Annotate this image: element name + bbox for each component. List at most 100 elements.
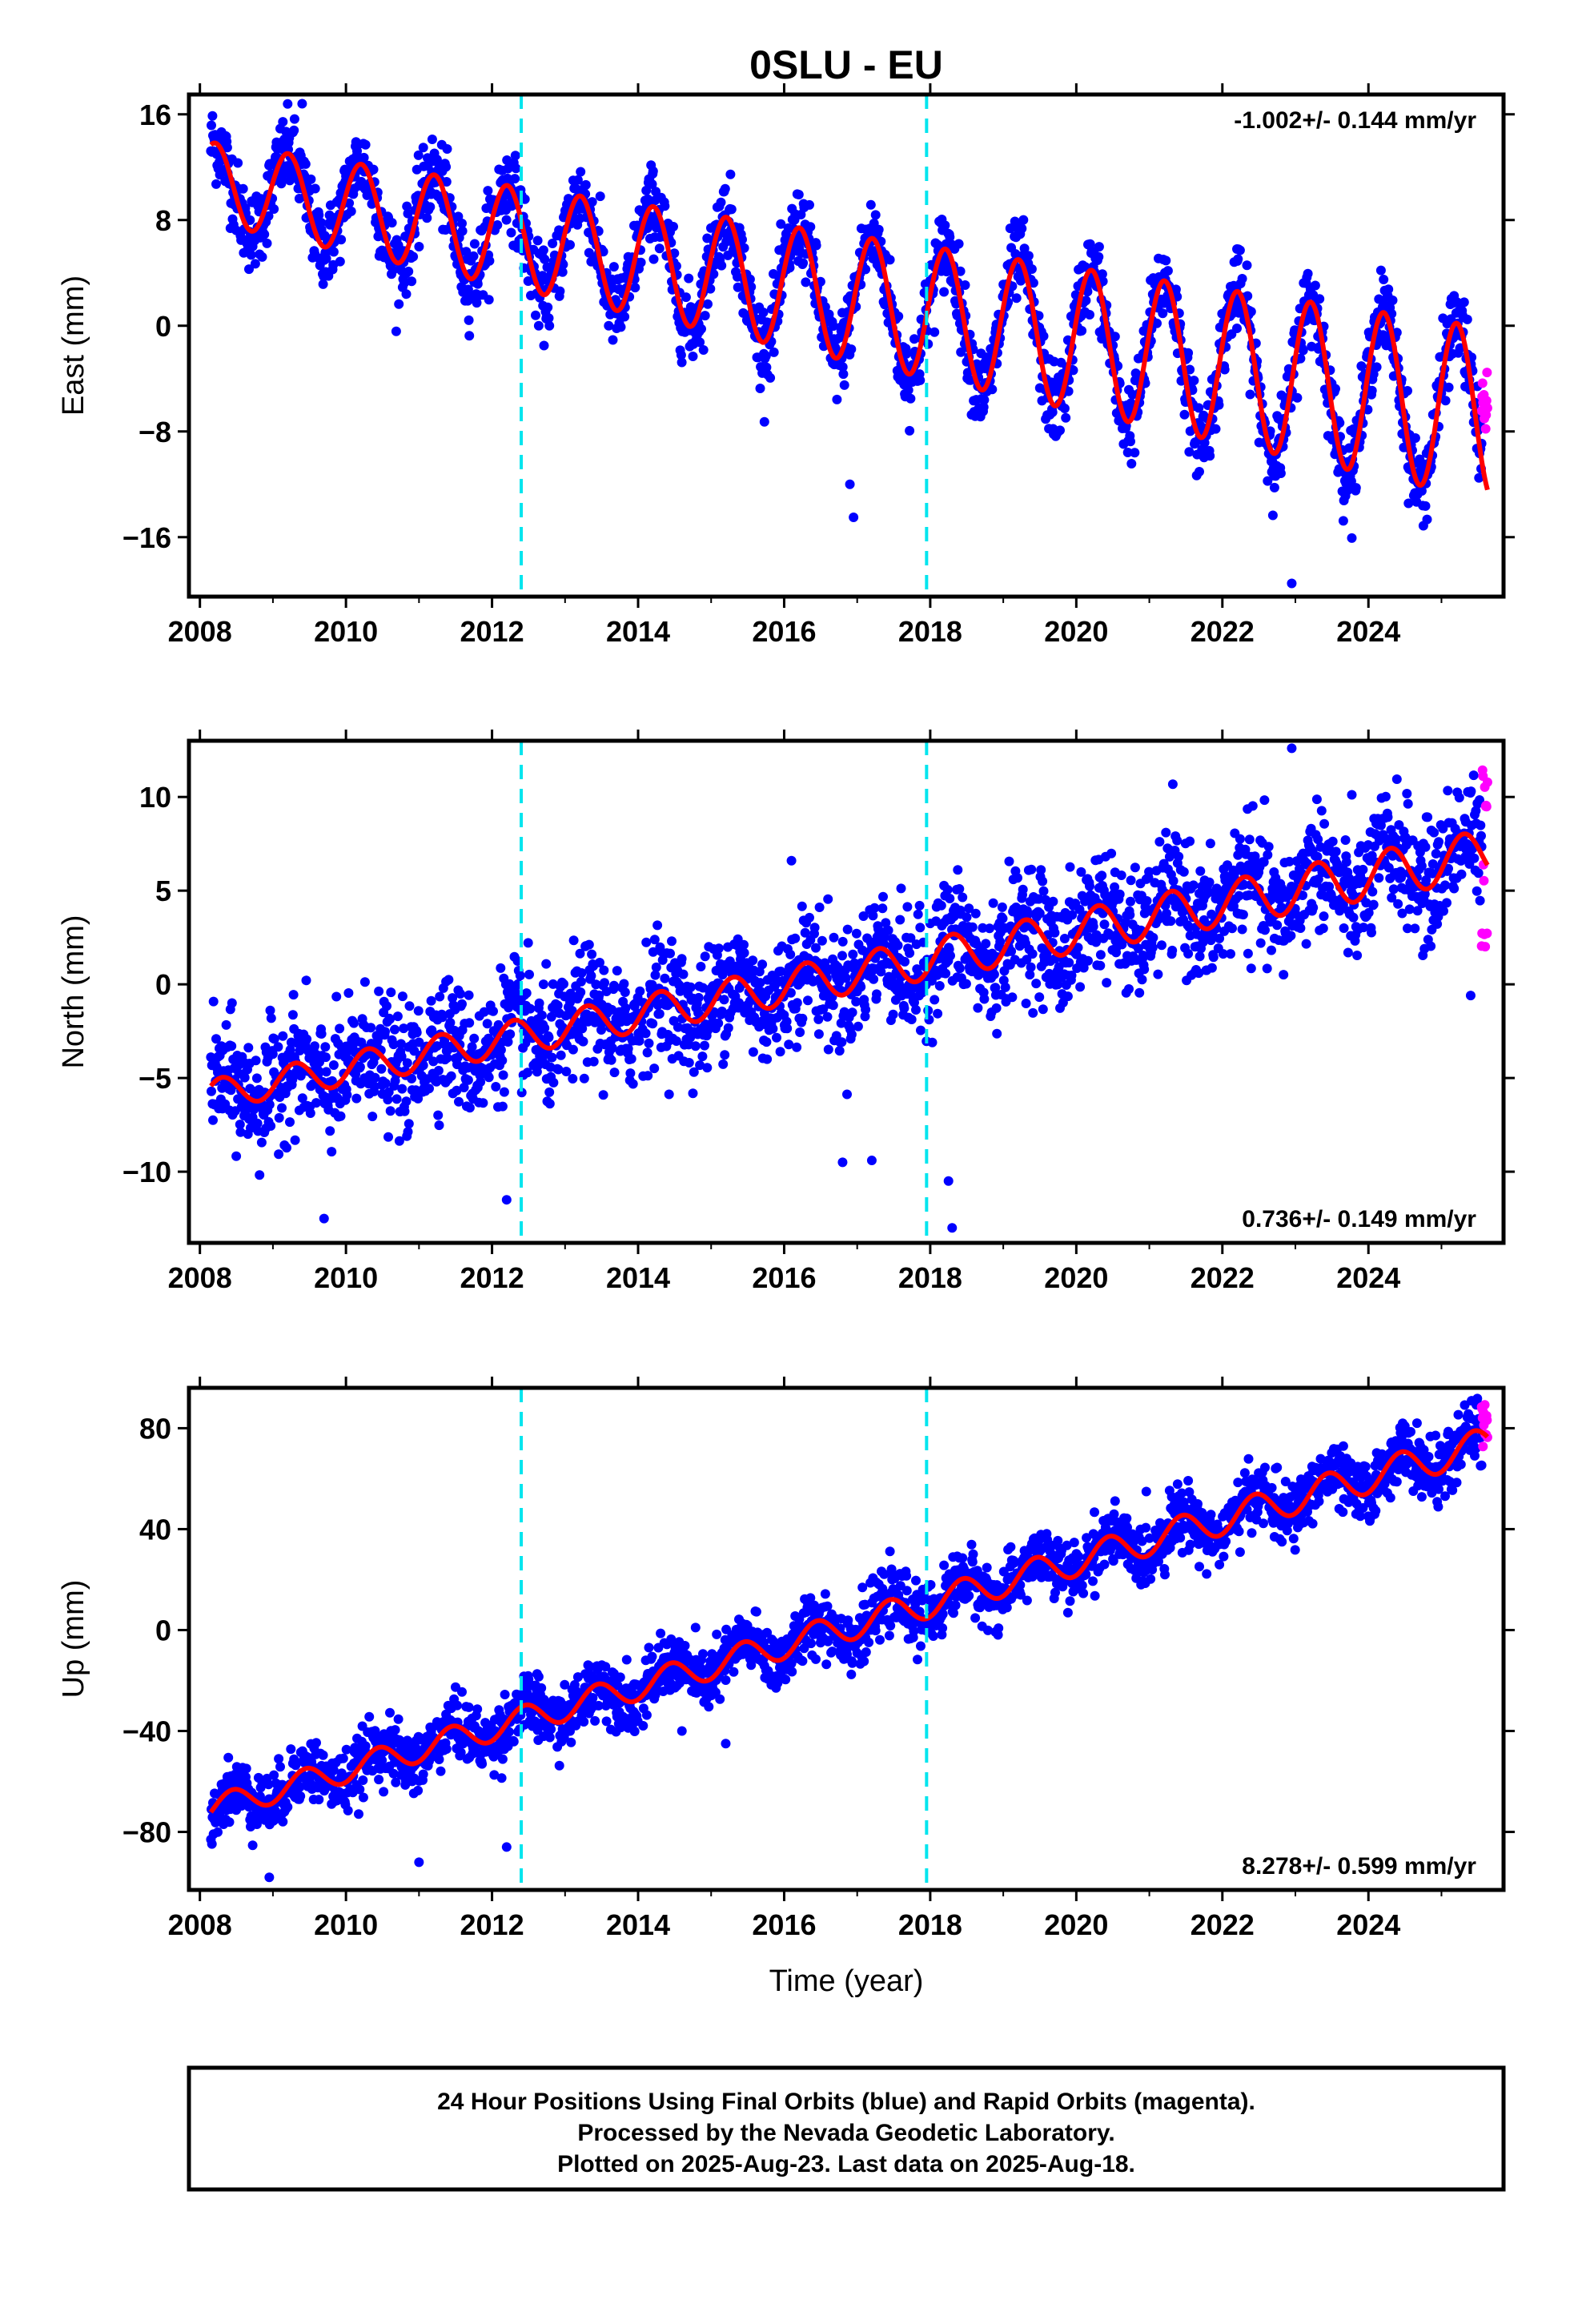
east-outlier-point — [648, 169, 658, 179]
east-data-point — [413, 150, 424, 160]
north-data-point — [274, 1149, 284, 1160]
east-data-point — [557, 267, 568, 277]
north-data-point — [1174, 851, 1184, 862]
east-data-point — [464, 315, 474, 325]
north-data-point — [933, 1008, 943, 1019]
north-data-point — [544, 1087, 555, 1097]
north-data-point — [905, 933, 916, 943]
north-y-tick-label: 5 — [155, 875, 171, 907]
east-data-point — [636, 257, 646, 267]
east-x-tick-label: 2012 — [460, 615, 524, 648]
chart-title: 0SLU - EU — [749, 42, 943, 87]
north-data-point — [754, 967, 765, 977]
north-data-point — [782, 1023, 793, 1034]
north-data-point — [800, 927, 810, 938]
east-data-point — [211, 179, 221, 189]
east-data-point — [391, 326, 401, 336]
north-data-point — [1475, 895, 1485, 906]
north-data-point — [997, 902, 1007, 912]
east-rate-label: -1.002+/- 0.144 mm/yr — [1234, 107, 1476, 134]
east-data-point — [543, 302, 553, 312]
north-data-point — [351, 1093, 362, 1104]
east-data-point — [540, 254, 550, 264]
north-data-point — [1215, 933, 1225, 943]
east-data-point — [978, 402, 989, 412]
north-data-point — [609, 1068, 620, 1078]
north-data-point — [207, 1086, 216, 1096]
east-data-point — [758, 308, 769, 318]
north-data-point — [757, 959, 768, 970]
east-data-point — [531, 310, 540, 320]
north-data-point — [1403, 798, 1413, 809]
east-data-point — [765, 372, 776, 383]
north-data-point — [792, 1042, 802, 1052]
north-data-point — [869, 974, 879, 984]
east-data-point — [244, 264, 254, 275]
north-data-point — [836, 1018, 846, 1028]
north-data-point — [1097, 870, 1107, 881]
east-data-point — [828, 321, 838, 332]
north-data-point — [1391, 774, 1402, 784]
east-data-point — [709, 269, 719, 279]
north-data-point — [484, 1033, 494, 1043]
north-data-point — [251, 1055, 261, 1066]
north-data-point — [785, 987, 796, 998]
north-data-point — [650, 970, 661, 980]
north-data-point — [383, 1095, 393, 1105]
north-data-point — [813, 1014, 824, 1024]
north-data-point — [561, 1067, 572, 1076]
east-data-point — [1375, 265, 1386, 275]
north-data-point — [277, 1103, 287, 1113]
east-x-tick-label: 2014 — [606, 615, 670, 648]
north-data-point — [383, 1132, 393, 1142]
north-data-point — [640, 1028, 651, 1039]
east-data-point — [846, 344, 857, 355]
north-data-point — [678, 969, 689, 979]
east-x-tick-label: 2010 — [314, 615, 378, 648]
north-data-point — [809, 923, 820, 933]
north-data-point — [1116, 870, 1126, 880]
north-data-point — [576, 987, 586, 997]
east-data-point — [314, 210, 324, 220]
north-data-point — [297, 1093, 307, 1104]
north-data-point — [1298, 891, 1307, 900]
east-data-point — [1214, 400, 1224, 410]
east-data-point — [404, 267, 414, 276]
north-data-point — [1308, 903, 1319, 913]
north-data-point — [568, 1074, 578, 1084]
north-data-point — [1340, 835, 1351, 845]
north-data-point — [265, 1005, 275, 1015]
east-y-tick-label: 0 — [155, 310, 171, 343]
north-data-point — [1183, 948, 1194, 959]
north-data-point — [1442, 898, 1452, 908]
east-data-point — [893, 312, 904, 321]
east-data-point — [1420, 501, 1431, 511]
east-data-point — [1267, 510, 1278, 521]
north-data-point — [697, 1051, 708, 1062]
east-data-point — [608, 335, 618, 345]
east-data-point — [798, 258, 809, 268]
east-data-point — [1356, 361, 1367, 372]
north-data-point — [1167, 779, 1178, 790]
north-data-point — [576, 968, 587, 978]
north-data-point — [991, 1003, 1002, 1013]
north-data-point — [930, 995, 940, 1005]
north-data-point — [567, 1006, 577, 1015]
north-x-tick-label: 2012 — [460, 1261, 524, 1294]
east-data-point — [1082, 287, 1093, 297]
north-data-point — [546, 1011, 556, 1022]
north-data-point — [1021, 999, 1031, 1008]
north-data-point — [942, 885, 953, 895]
east-data-point — [506, 227, 516, 238]
north-data-point — [1429, 827, 1439, 838]
north-rapid-point — [1479, 875, 1489, 886]
north-data-point — [541, 959, 552, 969]
east-data-point — [1237, 274, 1247, 283]
north-data-point — [693, 992, 704, 1003]
north-data-point — [1157, 940, 1166, 951]
north-data-point — [958, 892, 968, 903]
north-data-point — [1295, 923, 1306, 933]
north-data-point — [917, 987, 927, 998]
north-data-point — [1028, 1007, 1038, 1018]
north-data-point — [374, 986, 384, 996]
